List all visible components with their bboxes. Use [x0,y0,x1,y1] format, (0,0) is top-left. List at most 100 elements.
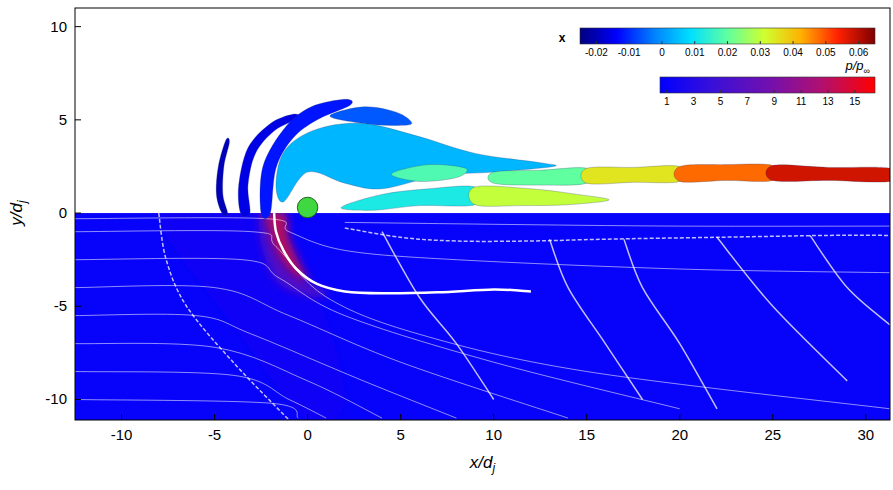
colorbar-label: p/p∞ [844,58,870,76]
shock-line [624,239,717,409]
colorbar: 13579111315p/p∞ [660,58,875,107]
x-tick-label: -10 [111,426,133,443]
isosurface [391,164,467,181]
figure: -10-5051015202530-10-50510x/djy/dj-0.02-… [0,0,893,490]
colorbar: -0.02-0.0100.010.020.030.040.050.06x [559,28,875,58]
x-tick [400,414,401,420]
colorbar-tick [596,41,597,44]
streamline [75,400,298,419]
jet [297,197,317,218]
colorbar-tick [666,90,667,93]
pressure-field [75,213,890,420]
streamline [75,218,890,273]
x-tick-label: 20 [671,426,688,443]
isosurface [341,186,481,210]
y-tick [75,306,81,307]
shock-line [550,239,643,399]
x-tick [493,414,494,420]
colorbar-tick-label: 0.01 [685,47,705,58]
colorbar-tick-label: 9 [771,96,777,107]
x-tick [214,414,215,420]
y-tick-label: 5 [59,111,67,128]
isosurface [581,166,686,185]
y-tick-label: -5 [54,297,67,314]
x-tick-label: 0 [303,426,311,443]
y-tick [75,399,81,400]
colorbar-tick-label: -0.02 [585,47,608,58]
colorbar-tick [801,90,802,93]
x-tick [772,414,773,420]
isosurface [674,164,779,182]
axes: -10-5051015202530-10-50510 [45,18,874,443]
isosurface [469,186,609,206]
colorbar-tick-label: 0.02 [718,47,738,58]
colorbar-bar [580,28,875,44]
y-tick-label: -10 [45,390,67,407]
y-tick-label: 10 [50,18,67,35]
isosurfaces [216,99,890,218]
y-axis-title-main: y/d [7,203,26,227]
colorbar-tick [661,41,662,44]
y-tick [75,119,81,120]
x-tick [307,414,308,420]
colorbar-tick [827,90,828,93]
colorbar-tick [760,41,761,44]
isosurface [216,138,229,215]
colorbar-tick [793,41,794,44]
streamline [75,231,890,409]
y-axis-title-sub: j [15,200,29,205]
isosurface [488,168,593,186]
colorbar-tick-label: 1 [664,96,670,107]
isosurface [330,107,412,126]
colorbar-tick [629,41,630,44]
colorbar-tick [693,90,694,93]
y-axis-title: y/dj [7,200,29,227]
y-tick [75,26,81,27]
y-tick-label: 0 [59,204,67,221]
colorbar-tick-label: 13 [822,96,834,107]
x-tick [121,414,122,420]
colorbar-tick-label: 0 [659,47,665,58]
x-tick-label: 15 [578,426,595,443]
colorbar-tick [727,41,728,44]
streamline [75,343,382,418]
x-tick-label: -5 [208,426,221,443]
x-tick [586,414,587,420]
colorbar-bar [660,77,875,93]
plot-area [75,99,890,420]
shock-line [810,235,890,325]
streamline [75,372,326,419]
x-axis-title: x/dj [469,453,496,475]
colorbar-label-sub: ∞ [864,66,870,76]
streamline [75,314,456,418]
x-axis-title-main: x/d [469,453,493,472]
colorbar-tick [747,90,748,93]
shock-line [345,228,890,241]
streamline [75,286,568,419]
y-tick [75,213,81,214]
colorbar-tick-label: 7 [745,96,751,107]
shock-line [274,213,531,293]
colorbar-tick [854,90,855,93]
isosurface [766,165,890,182]
colorbar-tick-label: -0.01 [618,47,641,58]
page: {"chart_data": { "type": "contour", "x_l… [0,0,893,490]
pressure-region [158,213,344,420]
colorbar-tick [720,90,721,93]
x-tick-label: 5 [396,426,404,443]
colorbar-label: x [559,31,566,45]
shock-line [159,213,289,420]
shock-line [382,232,494,400]
streamline [345,222,890,226]
x-tick-label: 25 [764,426,781,443]
x-axis-title-sub: j [491,461,496,475]
colorbar-tick-label: 3 [691,96,697,107]
x-tick [679,414,680,420]
colorbar-tick-label: 15 [849,96,861,107]
frame [75,8,890,420]
x-tick-label: 10 [485,426,502,443]
colorbar-tick-label: 0.03 [751,47,771,58]
colorbar-label-main: p/p [844,58,863,73]
colorbar-tick [774,90,775,93]
colorbar-tick-label: 0.06 [849,47,869,58]
